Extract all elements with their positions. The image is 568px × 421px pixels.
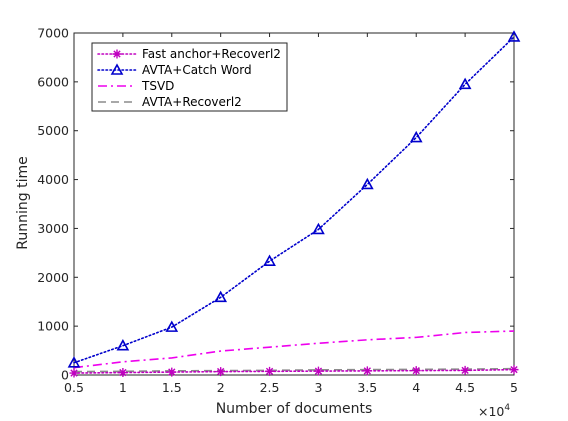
legend-box xyxy=(91,42,288,112)
series-3 xyxy=(73,330,515,369)
legend-label: AVTA+Recoverl2 xyxy=(142,95,242,109)
legend-label: AVTA+Catch Word xyxy=(142,63,252,77)
star-marker xyxy=(118,368,128,378)
y-tick-label: 4000 xyxy=(37,172,69,187)
y-tick-label: 5000 xyxy=(37,123,69,138)
y-tick-label: 7000 xyxy=(37,26,69,41)
series-line xyxy=(73,367,515,373)
triangle-marker xyxy=(458,77,472,90)
series-line xyxy=(73,368,515,374)
x-tick-label: 1.5 xyxy=(162,380,182,395)
legend-entry: TSVD xyxy=(98,79,174,93)
x-tick-label: 0.5 xyxy=(64,380,84,395)
series-layer xyxy=(67,30,521,378)
star-marker xyxy=(509,365,519,375)
star-marker xyxy=(460,365,470,375)
x-tick-label: 2 xyxy=(217,380,225,395)
x-tick-label: 3.5 xyxy=(357,380,377,395)
y-tick-label: 0 xyxy=(61,368,69,383)
legend-entries: Fast anchor+Recoverl2 AVTA+Catch Word TSVD… xyxy=(97,47,281,109)
star-marker xyxy=(313,366,323,376)
star-marker xyxy=(216,367,226,377)
x-tick-labels: 0.5 1 1.5 2 2.5 3 3.5 4 4.5 5 xyxy=(64,380,518,395)
star-marker xyxy=(167,367,177,377)
triangle-marker xyxy=(263,254,276,266)
legend-label: Fast anchor+Recoverl2 xyxy=(142,47,281,61)
star-marker xyxy=(69,368,79,378)
y-tick-label: 3000 xyxy=(37,221,69,236)
x-tick-label: 4 xyxy=(412,380,420,395)
star-marker xyxy=(362,366,372,376)
series-4 xyxy=(73,367,515,373)
triangle-marker xyxy=(67,356,81,368)
legend-entry: AVTA+Recoverl2 xyxy=(98,95,242,109)
y-tick-label: 2000 xyxy=(37,270,69,285)
series-2 xyxy=(67,30,521,368)
y-axis-title: Running time xyxy=(15,156,31,249)
legend-label: TSVD xyxy=(141,79,174,93)
x-axis-multiplier-base: ×10 xyxy=(478,404,504,419)
x-tick-label: 3 xyxy=(314,380,322,395)
x-axis-multiplier-exponent: 4 xyxy=(504,403,510,413)
triangle-marker xyxy=(214,290,228,303)
y-tick-label: 1000 xyxy=(37,319,69,334)
series-1 xyxy=(69,365,519,378)
triangle-marker xyxy=(165,320,179,332)
triangle-marker xyxy=(116,339,130,351)
plot-area-frame xyxy=(73,32,515,376)
triangle-marker xyxy=(360,177,374,190)
star-marker xyxy=(112,49,122,59)
x-tick-label: 1 xyxy=(119,380,127,395)
triangle-marker xyxy=(507,30,521,42)
star-marker xyxy=(411,366,421,376)
triangle-marker xyxy=(312,222,325,235)
x-tick-label: 4.5 xyxy=(455,380,475,395)
triangle-marker xyxy=(110,63,124,75)
star-marker xyxy=(265,366,275,376)
x-axis-title: Number of documents xyxy=(216,401,373,417)
legend: Fast anchor+Recoverl2 AVTA+Catch Word TSVD… xyxy=(91,42,288,112)
triangle-marker xyxy=(409,130,423,143)
x-tick-label: 2.5 xyxy=(260,380,280,395)
x-axis-multiplier: ×104 xyxy=(478,403,510,419)
y-tick-label: 6000 xyxy=(37,74,69,89)
x-tick-label: 5 xyxy=(510,380,518,395)
series-line xyxy=(73,36,515,364)
legend-entry: AVTA+Catch Word xyxy=(97,63,252,77)
y-tick-labels: 0 1000 2000 3000 4000 5000 6000 7000 xyxy=(37,26,69,383)
legend-entry: Fast anchor+Recoverl2 xyxy=(97,47,281,61)
series-line xyxy=(73,330,515,369)
